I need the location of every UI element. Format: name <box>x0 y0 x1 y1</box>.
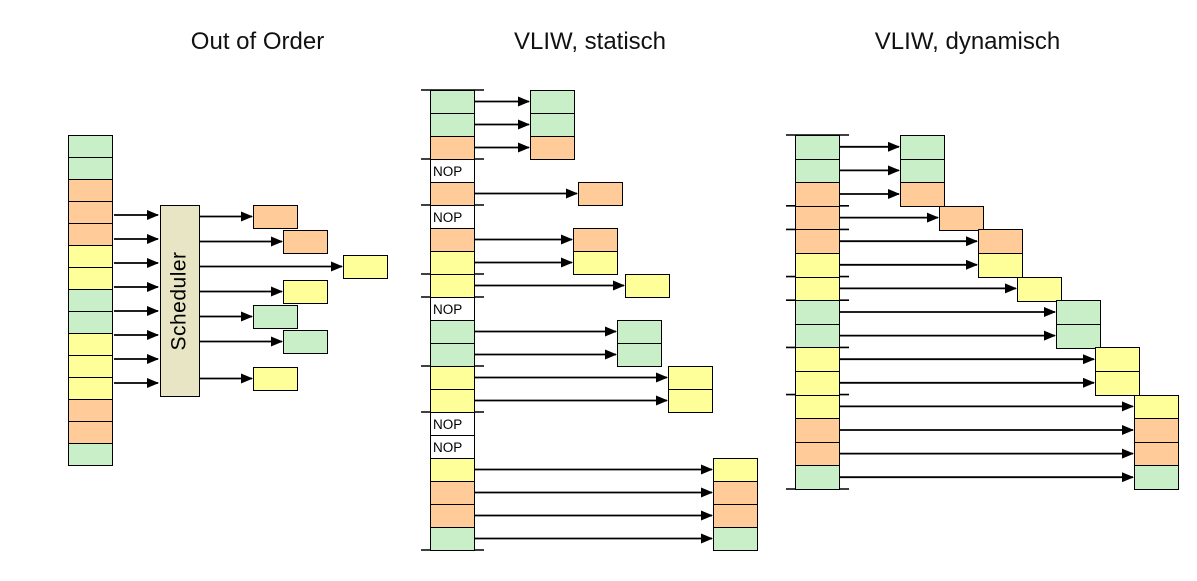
output-cell <box>713 527 758 551</box>
output-cell <box>530 113 575 137</box>
output-cell <box>530 136 575 160</box>
instruction-cell <box>430 389 475 413</box>
output-cell <box>343 255 388 279</box>
output-cell <box>713 458 758 482</box>
instruction-cell <box>430 113 475 137</box>
instruction-cell <box>795 465 840 490</box>
instruction-cell <box>68 245 113 268</box>
output-cell <box>578 182 623 206</box>
instruction-cell <box>68 201 113 224</box>
output-cell <box>253 305 298 329</box>
output-cell <box>978 229 1023 254</box>
instruction-cell <box>430 136 475 160</box>
output-cell <box>1134 442 1179 467</box>
output-cell <box>1017 277 1062 302</box>
output-cell <box>253 367 298 391</box>
instruction-cell <box>795 182 840 207</box>
instruction-cell <box>795 206 840 230</box>
output-cell <box>283 280 328 304</box>
instruction-cell <box>68 289 113 312</box>
instruction-cell <box>795 442 840 466</box>
instruction-cell <box>68 179 113 202</box>
instruction-cell <box>795 253 840 278</box>
output-cell <box>625 274 670 298</box>
output-cell <box>1095 347 1140 372</box>
output-cell <box>1134 418 1179 443</box>
scheduler-label: Scheduler <box>168 251 191 351</box>
output-cell <box>1134 395 1179 420</box>
instruction-cell <box>430 366 475 390</box>
instruction-cell <box>68 355 113 378</box>
instruction-cell <box>430 527 475 551</box>
instruction-cell <box>430 458 475 482</box>
instruction-cell <box>795 371 840 396</box>
instruction-cell <box>68 377 113 400</box>
output-cell <box>1095 371 1140 396</box>
instruction-cell <box>795 135 840 160</box>
panel-title-vliw-static: VLIW, statisch <box>513 28 667 55</box>
instruction-cell <box>430 504 475 528</box>
output-cell <box>617 343 662 367</box>
scheduler-box: Scheduler <box>160 205 200 397</box>
output-cell <box>573 228 618 252</box>
instruction-cell <box>68 399 113 422</box>
nop-cell: NOP <box>430 205 475 229</box>
instruction-cell <box>795 395 840 419</box>
output-cell <box>283 230 328 254</box>
instruction-cell <box>68 311 113 334</box>
instruction-cell <box>68 223 113 246</box>
instruction-cell <box>68 421 113 444</box>
output-cell <box>713 481 758 505</box>
nop-cell: NOP <box>430 435 475 459</box>
instruction-cell <box>430 320 475 344</box>
instruction-cell <box>68 157 113 180</box>
instruction-cell <box>68 443 113 466</box>
output-cell <box>1134 465 1179 490</box>
instruction-cell <box>795 159 840 183</box>
output-cell <box>1056 300 1101 325</box>
output-cell <box>530 90 575 114</box>
output-cell <box>253 205 298 229</box>
instruction-cell <box>430 251 475 275</box>
instruction-cell <box>68 267 113 290</box>
instruction-cell <box>795 418 840 443</box>
nop-cell: NOP <box>430 412 475 436</box>
output-cell <box>283 330 328 354</box>
instruction-cell <box>795 324 840 348</box>
panel-title-out-of-order: Out of Order <box>190 28 325 55</box>
output-cell <box>900 182 945 207</box>
output-cell <box>939 206 984 231</box>
output-cell <box>978 253 1023 278</box>
instruction-cell <box>795 229 840 254</box>
instruction-cell <box>795 347 840 372</box>
output-cell <box>900 159 945 184</box>
nop-cell: NOP <box>430 297 475 321</box>
output-cell <box>668 366 713 390</box>
instruction-cell <box>430 343 475 367</box>
nop-cell: NOP <box>430 159 475 183</box>
output-cell <box>668 389 713 413</box>
instruction-cell <box>795 300 840 325</box>
output-cell <box>573 251 618 275</box>
instruction-cell <box>430 274 475 298</box>
instruction-cell <box>430 182 475 206</box>
instruction-cell <box>430 90 475 114</box>
instruction-cell <box>430 481 475 505</box>
output-cell <box>900 135 945 160</box>
panel-title-vliw-dynamic: VLIW, dynamisch <box>874 28 1061 55</box>
output-cell <box>1056 324 1101 349</box>
output-cell <box>617 320 662 344</box>
output-cell <box>713 504 758 528</box>
instruction-cell <box>68 135 113 158</box>
instruction-cell <box>795 277 840 301</box>
instruction-cell <box>68 333 113 356</box>
instruction-cell <box>430 228 475 252</box>
